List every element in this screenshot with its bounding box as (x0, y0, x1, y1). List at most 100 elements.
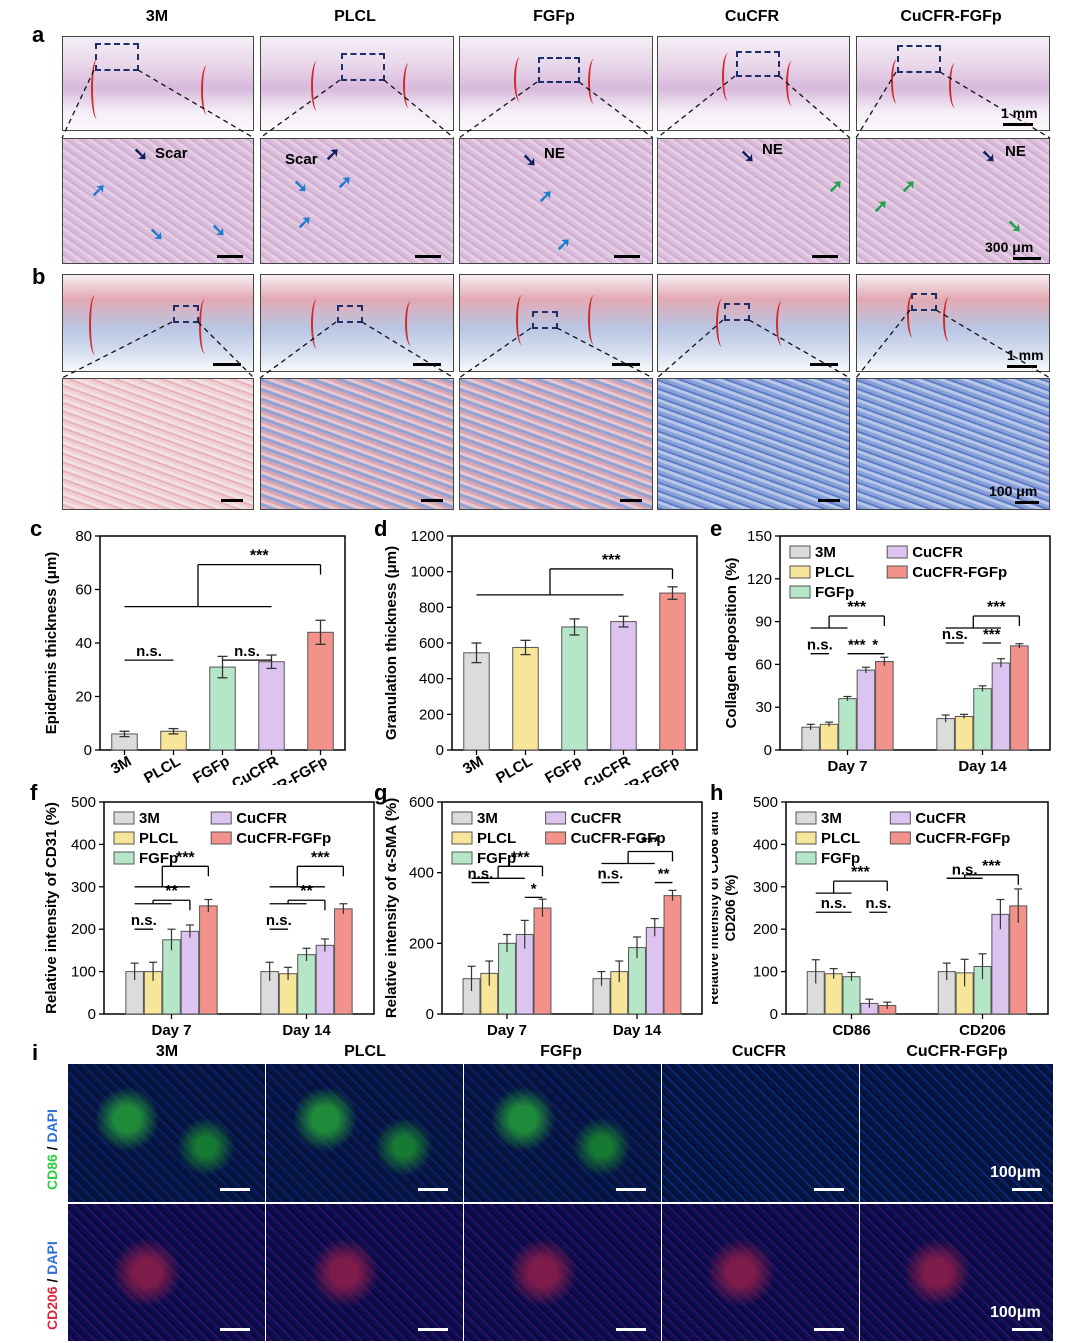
y-tick-label: 600 (419, 635, 444, 652)
bar-plcl-day-7 (819, 723, 839, 751)
bar-fgfp-day-7 (162, 939, 181, 1015)
y-axis-label-line2: CD206 (%) (723, 875, 738, 942)
bar-3m (463, 652, 490, 751)
chart-d-granulation: 0 200 400 600 800 1000 1200 Granulation thickne… (383, 528, 698, 785)
sig-label: *** (311, 849, 330, 866)
masson-zoom-fgfp (459, 378, 653, 510)
legend-swatch-3m (113, 811, 135, 825)
y-tick-label: 0 (426, 1006, 434, 1023)
y-axis-label: Relative intensity of CD86 andCD206 (%) (712, 811, 738, 1005)
wound-edge-left (891, 59, 903, 104)
if-title-cucfr: CuCFR (731, 1043, 787, 1060)
if-cd86-cucfr (662, 1064, 859, 1202)
zoom-box (95, 43, 139, 71)
y-tick-label: 100 (71, 964, 96, 981)
y-tick-label: 40 (75, 635, 92, 652)
scale-bar (612, 363, 640, 366)
legend-label-3m: 3M (139, 810, 160, 827)
plot-frame (103, 801, 375, 1015)
bar-plcl (512, 646, 539, 751)
y-tick-label: 400 (409, 865, 434, 882)
wound-edge-left (89, 295, 101, 355)
if-row2-label: CD206 / DAPI (44, 1241, 60, 1330)
sig-label: *** (983, 626, 1001, 643)
arrow-icon: ➘ (293, 176, 309, 196)
if-cd206-plcl (266, 1204, 463, 1341)
arrow-icon: ➚ (325, 144, 341, 164)
y-axis-label: Relative intensity of α-SMA (%) (383, 798, 400, 1018)
y-tick-label: 200 (71, 921, 96, 938)
wound-edge-right (943, 297, 955, 342)
bar-plcl-cd86 (824, 973, 843, 1015)
sig-label: *** (641, 834, 660, 851)
y-tick-label: 0 (436, 742, 444, 759)
sig-label: *** (602, 552, 621, 569)
panel-label-b: b (32, 264, 46, 289)
arrow-icon: ➚ (538, 186, 554, 206)
bar-cucfr-fgfp-day-14 (663, 895, 682, 1015)
legend-swatch-cucfr (545, 811, 567, 825)
x-tick-label: Day 7 (827, 758, 867, 775)
zoom-box (341, 53, 385, 81)
legend-swatch-cucfr (886, 545, 908, 559)
scale-label-a-top: 1 mm (1001, 105, 1038, 121)
scale-bar (221, 499, 243, 502)
chart-c-epidermis: 0 20 40 60 80 Epidermis thickness (μm) 3M PLCL F… (43, 528, 346, 785)
sig-label: * (531, 880, 537, 897)
bar-cucfr-fgfp-day-14 (1010, 645, 1029, 751)
sig-label: ** (658, 866, 670, 883)
legend-label-cucfr-fgfp: CuCFR-FGFp (236, 830, 331, 847)
arrow-icon: ➚ (873, 196, 889, 216)
panel-label-i: i (32, 1040, 39, 1065)
if-cd206-3m (68, 1204, 265, 1341)
sig-label: *** (511, 849, 530, 866)
sig-label: n.s. (136, 643, 162, 660)
scale-label-b-top: 1 mm (1007, 347, 1044, 363)
legend-label-cucfr-fgfp: CuCFR-FGFp (915, 830, 1010, 847)
masson-overview-cucfr (657, 274, 850, 372)
wound-edge-left (716, 299, 728, 347)
annotation-ne: NE (762, 141, 783, 158)
x-tick-label: 3M (460, 753, 487, 778)
wound-edge-left (516, 295, 528, 345)
y-tick-label: 100 (753, 964, 778, 981)
arrow-icon: ➚ (556, 234, 572, 254)
sig-label: ** (300, 883, 313, 900)
scale-bar (614, 255, 640, 258)
scale-bar (1012, 1188, 1042, 1191)
scale-label-i-top: 100μm (990, 1164, 1041, 1181)
legend-label-fgfp: FGFp (815, 584, 854, 601)
y-tick-label: 0 (764, 742, 772, 759)
legend-swatch-cucfr-fgfp (886, 565, 908, 579)
y-tick-label: 30 (755, 699, 772, 716)
bar-fgfp-day-14 (973, 688, 992, 751)
bar-cucfr-day-7 (856, 669, 876, 751)
legend-swatch-plcl (795, 831, 817, 845)
if-cd86-cucfr-fgfp: 100μm (860, 1064, 1053, 1202)
scale-bar (818, 499, 840, 502)
scale-bar (812, 255, 838, 258)
legend-label-3m: 3M (477, 810, 498, 827)
y-tick-label: 500 (753, 794, 778, 811)
legend-label-cucfr: CuCFR (571, 810, 622, 827)
annotation-scar: Scar (155, 145, 188, 162)
sig-label: n.s. (266, 912, 292, 929)
scale-bar (213, 363, 241, 366)
if-cd86-3m (68, 1064, 265, 1202)
panel-label-e: e (710, 516, 723, 541)
bar-3m-day-7 (801, 726, 820, 751)
he-overview-cucfr-fgfp: 1 mm (856, 36, 1050, 131)
masson-zoom-cucfr-fgfp: 100 μm (856, 378, 1050, 510)
legend-label-cucfr: CuCFR (915, 810, 966, 827)
wound-edge-right (776, 301, 788, 346)
legend-swatch-fgfp (795, 851, 817, 865)
y-axis-label: Epidermis thickness (μm) (43, 552, 60, 735)
sig-label: *** (848, 637, 866, 654)
legend-label-cucfr-fgfp: CuCFR-FGFp (571, 830, 666, 847)
y-tick-label: 90 (755, 614, 772, 631)
scale-bar (220, 1328, 250, 1331)
zoom-box (532, 311, 558, 329)
scale-bar (814, 1328, 844, 1331)
legend-swatch-cucfr (889, 811, 911, 825)
sig-label: n.s. (942, 626, 968, 643)
